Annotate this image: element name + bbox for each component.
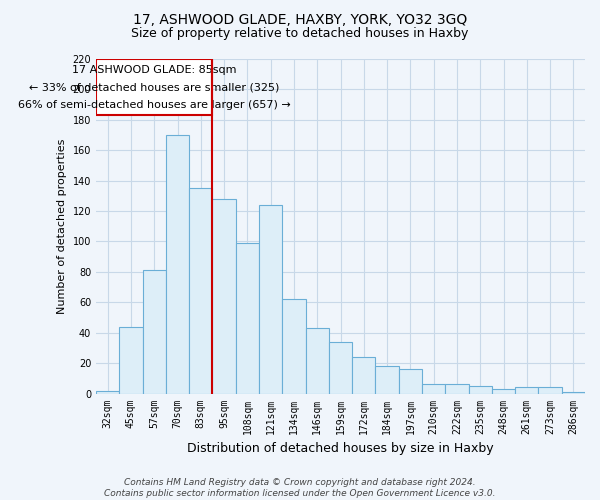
- Bar: [422, 384, 445, 394]
- Bar: [538, 388, 562, 394]
- Bar: [515, 388, 538, 394]
- Text: Size of property relative to detached houses in Haxby: Size of property relative to detached ho…: [131, 28, 469, 40]
- Text: ← 33% of detached houses are smaller (325): ← 33% of detached houses are smaller (32…: [29, 82, 280, 92]
- Bar: [212, 199, 236, 394]
- Bar: [399, 369, 422, 394]
- Bar: [492, 389, 515, 394]
- Bar: [562, 392, 585, 394]
- Text: 17 ASHWOOD GLADE: 85sqm: 17 ASHWOOD GLADE: 85sqm: [72, 65, 236, 75]
- Bar: [96, 390, 119, 394]
- Bar: [376, 366, 399, 394]
- Bar: [119, 326, 143, 394]
- Bar: [96, 59, 212, 116]
- Bar: [329, 342, 352, 394]
- Bar: [282, 300, 305, 394]
- Bar: [259, 205, 282, 394]
- Bar: [166, 135, 189, 394]
- Bar: [189, 188, 212, 394]
- Bar: [236, 243, 259, 394]
- Bar: [305, 328, 329, 394]
- Bar: [143, 270, 166, 394]
- X-axis label: Distribution of detached houses by size in Haxby: Distribution of detached houses by size …: [187, 442, 494, 455]
- Bar: [352, 357, 376, 394]
- Bar: [469, 386, 492, 394]
- Text: Contains HM Land Registry data © Crown copyright and database right 2024.
Contai: Contains HM Land Registry data © Crown c…: [104, 478, 496, 498]
- Text: 66% of semi-detached houses are larger (657) →: 66% of semi-detached houses are larger (…: [18, 100, 290, 110]
- Bar: [445, 384, 469, 394]
- Text: 17, ASHWOOD GLADE, HAXBY, YORK, YO32 3GQ: 17, ASHWOOD GLADE, HAXBY, YORK, YO32 3GQ: [133, 12, 467, 26]
- Y-axis label: Number of detached properties: Number of detached properties: [57, 138, 67, 314]
